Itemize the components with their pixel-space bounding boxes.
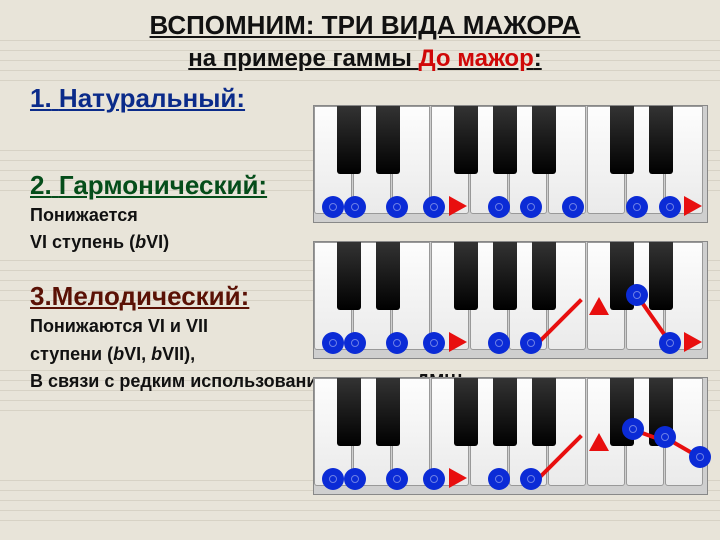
triangle-icon: [684, 332, 702, 352]
note-dot: [386, 468, 408, 490]
black-key: [337, 106, 361, 174]
note-dot: [654, 426, 676, 448]
black-key: [376, 242, 400, 310]
note-dot: [423, 468, 445, 490]
note-dot: [423, 196, 445, 218]
note-dot: [626, 196, 648, 218]
subtitle: на примере гаммы До мажор:: [30, 45, 700, 73]
subtitle-plain: на примере гаммы: [188, 45, 418, 72]
note-dot: [626, 284, 648, 306]
black-key: [337, 378, 361, 446]
keyboard-harmonic: [313, 241, 708, 359]
note-dot: [322, 468, 344, 490]
subtitle-end: :: [534, 45, 542, 72]
black-key: [649, 106, 673, 174]
note-dot: [659, 332, 681, 354]
note-dot: [562, 196, 584, 218]
black-key: [493, 242, 517, 310]
note-dot: [488, 196, 510, 218]
note-dot: [488, 332, 510, 354]
black-key: [610, 106, 634, 174]
note-dot: [659, 196, 681, 218]
black-key: [337, 242, 361, 310]
note-dot: [344, 468, 366, 490]
num-2: 2.: [30, 170, 52, 200]
note-dot: [689, 446, 711, 468]
note-dot: [423, 332, 445, 354]
note-dot: [622, 418, 644, 440]
triangle-icon: [449, 196, 467, 216]
num-1: 1.: [30, 83, 52, 113]
note-dot: [520, 468, 542, 490]
triangle-icon: [684, 196, 702, 216]
triangle-icon: [589, 433, 609, 451]
black-key: [532, 378, 556, 446]
note-dot: [386, 332, 408, 354]
black-key: [454, 378, 478, 446]
black-key: [376, 378, 400, 446]
page-title: ВСПОМНИМ: ТРИ ВИДА МАЖОРА: [30, 10, 700, 41]
black-key: [532, 106, 556, 174]
black-key: [649, 242, 673, 310]
black-key: [532, 242, 556, 310]
black-key: [493, 106, 517, 174]
note-dot: [344, 332, 366, 354]
title-2: Гармонический:: [59, 170, 267, 200]
keyboards-column: [313, 105, 708, 513]
black-key: [493, 378, 517, 446]
triangle-icon: [449, 468, 467, 488]
black-key: [376, 106, 400, 174]
note-dot: [520, 196, 542, 218]
triangle-icon: [449, 332, 467, 352]
title-1: Натуральный:: [59, 83, 245, 113]
note-dot: [322, 196, 344, 218]
triangle-icon: [589, 297, 609, 315]
black-key: [454, 106, 478, 174]
subtitle-red: До мажор: [418, 45, 533, 72]
note-dot: [386, 196, 408, 218]
note-dot: [344, 196, 366, 218]
keyboard-melodic: [313, 377, 708, 495]
note-dot: [520, 332, 542, 354]
note-dot: [322, 332, 344, 354]
keyboard-natural: [313, 105, 708, 223]
note-dot: [488, 468, 510, 490]
black-key: [454, 242, 478, 310]
